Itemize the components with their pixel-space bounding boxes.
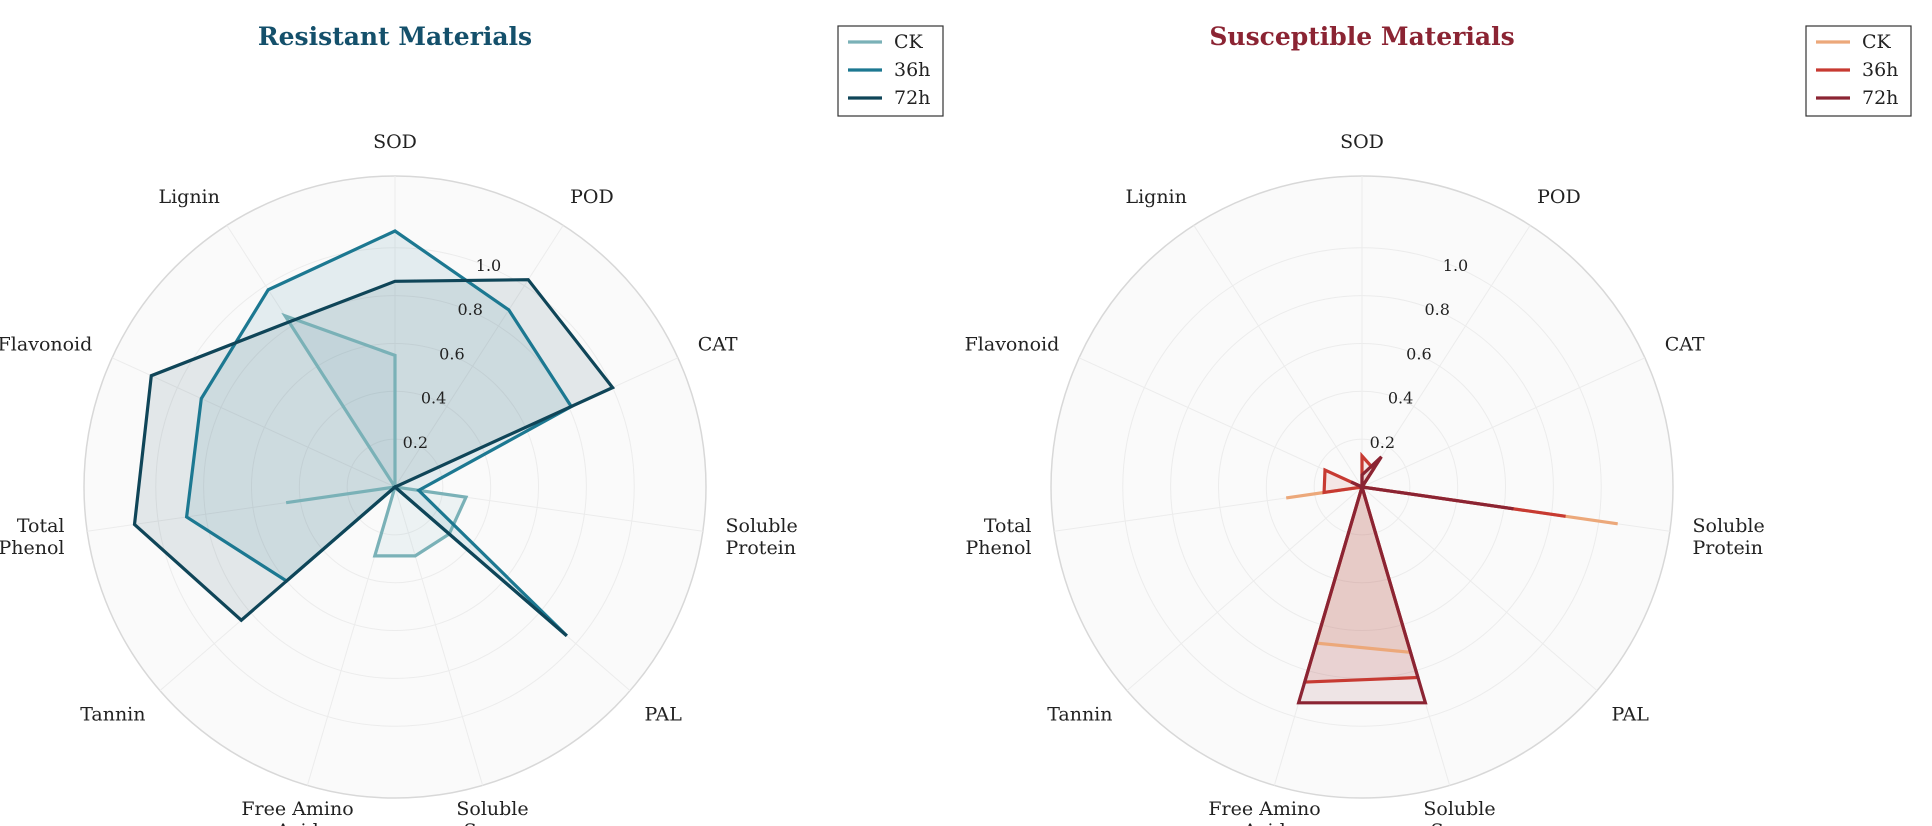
axis-label: Flavonoid — [965, 333, 1060, 355]
spoke — [394, 486, 484, 786]
axis-label: SOD — [1340, 131, 1384, 153]
legend-label: 72h — [894, 87, 930, 109]
series-area-72h — [1298, 456, 1514, 703]
axis-label: POD — [1537, 186, 1581, 208]
radial-tick-label: 0.2 — [403, 433, 428, 452]
axis-label: Soluble — [456, 798, 528, 820]
legend: CK 36h 72h — [1805, 25, 1912, 117]
axis-label: Acid — [1242, 820, 1286, 826]
axis-label: Phenol — [965, 537, 1031, 559]
axis-label: CAT — [698, 333, 738, 355]
legend-label: CK — [894, 31, 924, 53]
legend-label: 72h — [1862, 87, 1898, 109]
resistant-radar-chart: Resistant Materials 0.2 0.4 0.6 0.8 1.0 SOD PO… — [0, 22, 944, 826]
axis-label: Tannin — [80, 704, 145, 726]
spoke — [1126, 486, 1363, 692]
chart-title: Resistant Materials — [258, 22, 532, 51]
spoke — [394, 225, 564, 488]
radial-tick-label: 0.4 — [1388, 389, 1413, 408]
radial-tick-label: 0.8 — [1424, 300, 1449, 319]
axis-label: POD — [570, 186, 614, 208]
axis-label: Free Amino — [241, 798, 353, 820]
spoke — [111, 357, 396, 488]
radial-tick-label: 0.4 — [421, 389, 446, 408]
series-line-72h — [1296, 455, 1514, 705]
axis-label: Flavonoid — [0, 333, 92, 355]
radial-tick-label: 1.0 — [476, 256, 501, 275]
series-area-72h — [134, 279, 613, 636]
legend: CK 36h 72h — [837, 25, 944, 117]
axis-label: Lignin — [1125, 186, 1186, 208]
spoke — [1361, 486, 1598, 692]
axis-label: SOD — [373, 131, 417, 153]
radial-tick-label: 0.2 — [1370, 433, 1395, 452]
susceptible-radar-chart: Susceptible Materials 0.2 0.4 0.6 0.8 1.0 SOD… — [965, 22, 1912, 826]
axis-label: Protein — [1693, 537, 1764, 559]
legend-label: CK — [1862, 31, 1892, 53]
series-line-72h — [132, 278, 616, 638]
spoke — [1361, 357, 1646, 488]
radial-tick-label: 0.6 — [439, 344, 464, 363]
axis-label: PAL — [1612, 704, 1650, 726]
series-area-36h — [1304, 455, 1566, 683]
chart-title: Susceptible Materials — [1209, 22, 1514, 51]
axis-label: Sugar — [464, 820, 523, 826]
axis-label: CAT — [1665, 333, 1705, 355]
radial-tick-label: 0.8 — [457, 300, 482, 319]
axis-label: Total — [984, 515, 1032, 537]
radial-tick-label: 0.6 — [1406, 344, 1431, 363]
legend-label: 36h — [1862, 59, 1898, 81]
axis-label: Sugar — [1431, 820, 1490, 826]
spoke — [1361, 225, 1531, 488]
axis-label: Soluble — [726, 515, 798, 537]
legend-label: 36h — [894, 59, 930, 81]
axis-label: Free Amino — [1208, 798, 1320, 820]
spoke — [1078, 357, 1363, 488]
axis-label: Protein — [726, 537, 797, 559]
series-area-ck — [285, 315, 466, 556]
axis-label: PAL — [645, 704, 683, 726]
axis-label: Lignin — [158, 186, 219, 208]
series-area-36h — [186, 231, 572, 636]
axis-label: Soluble — [1693, 515, 1765, 537]
radial-tick-label: 1.0 — [1443, 256, 1468, 275]
axis-label: Acid — [275, 820, 319, 826]
axis-label: Tannin — [1047, 704, 1112, 726]
spoke — [1193, 225, 1363, 488]
axis-label: Total — [17, 515, 65, 537]
series-line-ck — [281, 312, 469, 558]
axis-label: Soluble — [1423, 798, 1495, 820]
axis-label: Phenol — [0, 537, 65, 559]
